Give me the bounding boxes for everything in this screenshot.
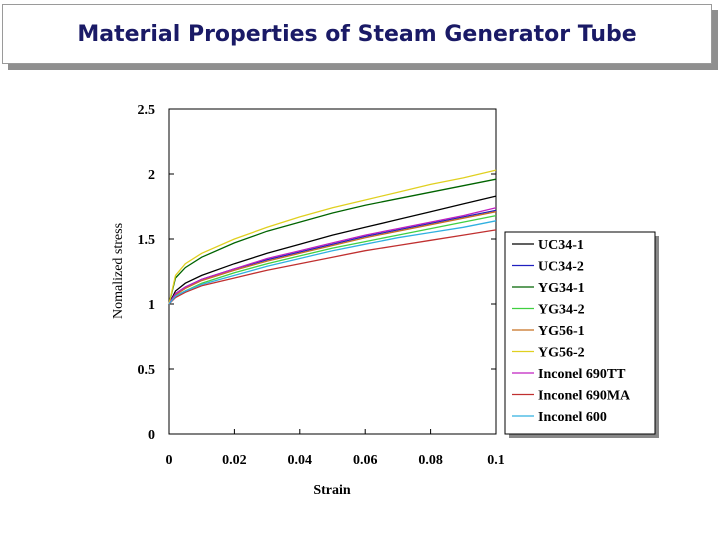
series-line-0 <box>168 195 497 305</box>
y-tick-label: 1.5 <box>138 233 156 248</box>
x-tick-label: 0 <box>166 453 173 468</box>
x-axis-label: Strain <box>313 483 351 498</box>
legend-label-1: UC34-2 <box>538 260 584 275</box>
series-line-6 <box>168 207 497 305</box>
y-tick-label: 0 <box>148 428 155 443</box>
x-tick-label: 0.06 <box>353 453 378 468</box>
x-tick-label: 0.08 <box>418 453 443 468</box>
y-axis: 0 0.5 1 1.5 2 2.5 <box>138 103 496 443</box>
series-line-2 <box>168 178 497 305</box>
series-lines <box>168 169 497 305</box>
legend-label-4: YG56-1 <box>538 324 585 339</box>
x-axis: 0 0.02 0.04 0.06 0.08 0.1 <box>166 429 505 468</box>
series-line-8 <box>168 220 497 305</box>
legend-label-3: YG34-2 <box>538 303 585 318</box>
series-line-5 <box>168 169 497 305</box>
slide-title: Material Properties of Steam Generator T… <box>77 21 637 47</box>
legend-label-7: Inconel 690MA <box>538 389 631 404</box>
y-tick-label: 2 <box>148 168 155 183</box>
y-tick-label: 2.5 <box>138 103 156 118</box>
y-axis-label: Nomalized stress <box>111 223 126 319</box>
legend-label-0: UC34-1 <box>538 238 584 253</box>
x-tick-label: 0.02 <box>222 453 247 468</box>
legend-label-8: Inconel 600 <box>538 410 607 425</box>
y-tick-label: 1 <box>148 298 155 313</box>
series-line-7 <box>168 229 497 305</box>
plot-area <box>168 108 497 435</box>
x-tick-label: 0.1 <box>487 453 505 468</box>
x-tick-label: 0.04 <box>288 453 313 468</box>
legend-label-2: YG34-1 <box>538 281 585 296</box>
legend-label-6: Inconel 690TT <box>538 367 626 382</box>
title-box: Material Properties of Steam Generator T… <box>2 4 712 64</box>
y-tick-label: 0.5 <box>138 363 156 378</box>
series-line-4 <box>168 211 497 305</box>
legend: UC34-1 UC34-2 YG34-1 YG34-2 YG56-1 YG56-2 Inco… <box>504 231 659 438</box>
legend-label-5: YG56-2 <box>538 346 585 361</box>
